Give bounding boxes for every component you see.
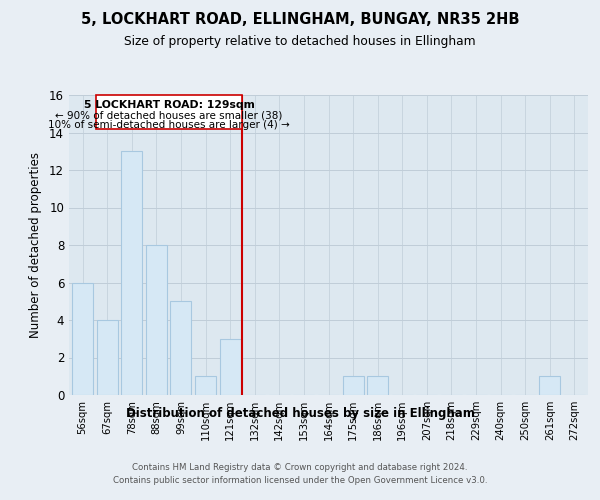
Text: Distribution of detached houses by size in Ellingham: Distribution of detached houses by size …: [125, 408, 475, 420]
Bar: [367, 376, 388, 395]
Text: Contains public sector information licensed under the Open Government Licence v3: Contains public sector information licen…: [113, 476, 487, 485]
Bar: [96, 95, 242, 129]
Text: 5 LOCKHART ROAD: 129sqm: 5 LOCKHART ROAD: 129sqm: [83, 100, 254, 110]
Bar: [170, 301, 191, 395]
Bar: [220, 339, 241, 395]
Bar: [72, 282, 93, 395]
Bar: [146, 245, 167, 395]
Text: ← 90% of detached houses are smaller (38): ← 90% of detached houses are smaller (38…: [55, 110, 283, 120]
Text: Contains HM Land Registry data © Crown copyright and database right 2024.: Contains HM Land Registry data © Crown c…: [132, 462, 468, 471]
Y-axis label: Number of detached properties: Number of detached properties: [29, 152, 42, 338]
Bar: [121, 152, 142, 395]
Bar: [343, 376, 364, 395]
Bar: [539, 376, 560, 395]
Text: 5, LOCKHART ROAD, ELLINGHAM, BUNGAY, NR35 2HB: 5, LOCKHART ROAD, ELLINGHAM, BUNGAY, NR3…: [81, 12, 519, 28]
Bar: [97, 320, 118, 395]
Bar: [195, 376, 216, 395]
Text: Size of property relative to detached houses in Ellingham: Size of property relative to detached ho…: [124, 35, 476, 48]
Text: 10% of semi-detached houses are larger (4) →: 10% of semi-detached houses are larger (…: [48, 120, 290, 130]
